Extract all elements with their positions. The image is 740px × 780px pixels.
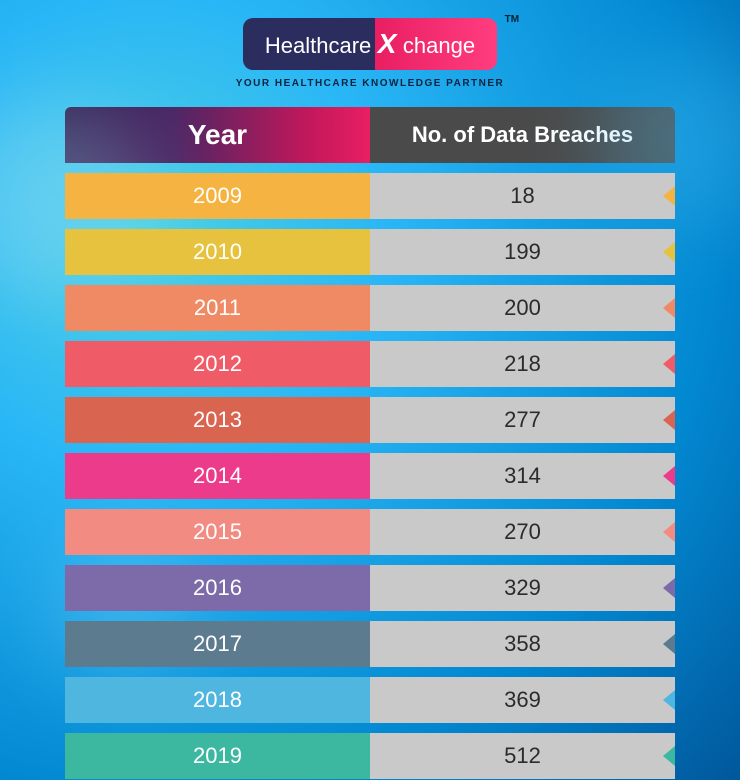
trademark-label: TM: [505, 14, 519, 25]
breaches-value: 277: [504, 407, 541, 433]
breaches-cell: 18: [370, 173, 675, 219]
data-table: Year No. of Data Breaches 20091820101992…: [65, 107, 675, 779]
logo-tagline: YOUR HEALTHCARE KNOWLEDGE PARTNER: [0, 78, 740, 89]
logo-right-text: change: [403, 33, 475, 58]
table-row: 2017 358: [65, 621, 675, 667]
year-value: 2012: [193, 351, 242, 377]
table-row: 2014 314: [65, 453, 675, 499]
table-row: 2018 369: [65, 677, 675, 723]
year-value: 2018: [193, 687, 242, 713]
breaches-value: 369: [504, 687, 541, 713]
year-value: 2017: [193, 631, 242, 657]
breaches-cell: 199: [370, 229, 675, 275]
table-row: 2011 200: [65, 285, 675, 331]
year-cell: 2016: [65, 565, 370, 611]
breaches-cell: 270: [370, 509, 675, 555]
table-row: 2015 270: [65, 509, 675, 555]
year-value: 2016: [193, 575, 242, 601]
year-value: 2010: [193, 239, 242, 265]
year-cell: 2009: [65, 173, 370, 219]
breaches-value: 358: [504, 631, 541, 657]
year-cell: 2014: [65, 453, 370, 499]
table-row: 2019 512: [65, 733, 675, 779]
breaches-value: 200: [504, 295, 541, 321]
year-cell: 2013: [65, 397, 370, 443]
breaches-cell: 512: [370, 733, 675, 779]
logo-left-text: Healthcare: [265, 33, 371, 58]
breaches-cell: 218: [370, 341, 675, 387]
breaches-cell: 200: [370, 285, 675, 331]
breaches-cell: 277: [370, 397, 675, 443]
table-header-row: Year No. of Data Breaches: [65, 107, 675, 163]
breaches-value: 512: [504, 743, 541, 769]
year-cell: 2012: [65, 341, 370, 387]
logo-x: X: [376, 28, 399, 59]
breaches-cell: 314: [370, 453, 675, 499]
table-row: 2013 277: [65, 397, 675, 443]
breaches-value: 270: [504, 519, 541, 545]
breaches-value: 314: [504, 463, 541, 489]
year-cell: 2010: [65, 229, 370, 275]
year-value: 2013: [193, 407, 242, 433]
year-cell: 2011: [65, 285, 370, 331]
table-row: 2010 199: [65, 229, 675, 275]
year-cell: 2019: [65, 733, 370, 779]
year-value: 2009: [193, 183, 242, 209]
year-value: 2019: [193, 743, 242, 769]
breaches-value: 218: [504, 351, 541, 377]
table-row: 2009 18: [65, 173, 675, 219]
breaches-cell: 329: [370, 565, 675, 611]
breaches-value: 199: [504, 239, 541, 265]
logo-block: Healthcare X change TM YOUR HEALTHCARE K…: [0, 0, 740, 89]
year-cell: 2015: [65, 509, 370, 555]
breaches-value: 329: [504, 575, 541, 601]
year-cell: 2018: [65, 677, 370, 723]
table-row: 2016 329: [65, 565, 675, 611]
logo-badge: Healthcare X change TM: [243, 18, 497, 70]
year-value: 2014: [193, 463, 242, 489]
year-value: 2011: [194, 295, 241, 321]
breaches-cell: 358: [370, 621, 675, 667]
year-value: 2015: [193, 519, 242, 545]
table-row: 2012 218: [65, 341, 675, 387]
breaches-value: 18: [510, 183, 534, 209]
breaches-cell: 369: [370, 677, 675, 723]
year-cell: 2017: [65, 621, 370, 667]
